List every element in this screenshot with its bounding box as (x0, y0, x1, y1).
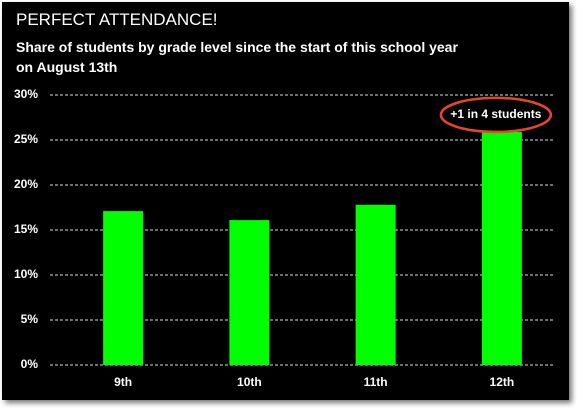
chart-subtitle: Share of students by grade level since t… (16, 39, 458, 75)
chart-frame: PERFECT ATTENDANCE! Share of students by… (2, 2, 569, 400)
y-tick-label: 25% (14, 132, 38, 146)
x-tick-label: 9th (114, 375, 132, 389)
y-tick-label: 5% (21, 312, 39, 326)
x-tick-label: 12th (490, 375, 515, 389)
y-tick-label: 30% (14, 87, 38, 101)
x-tick-label: 10th (237, 375, 262, 389)
y-tick-label: 20% (14, 177, 38, 191)
y-tick-label: 15% (14, 222, 38, 236)
chart-title: PERFECT ATTENDANCE! (16, 10, 218, 29)
x-tick-label: 11th (364, 375, 388, 389)
bar (355, 204, 396, 365)
bar (481, 131, 522, 365)
annotation: +1 in 4 students (450, 107, 541, 121)
annotation-ellipse (439, 96, 553, 134)
y-tick-label: 0% (21, 357, 39, 371)
bar (229, 220, 270, 365)
bar (103, 211, 144, 365)
y-tick-label: 10% (14, 267, 38, 281)
